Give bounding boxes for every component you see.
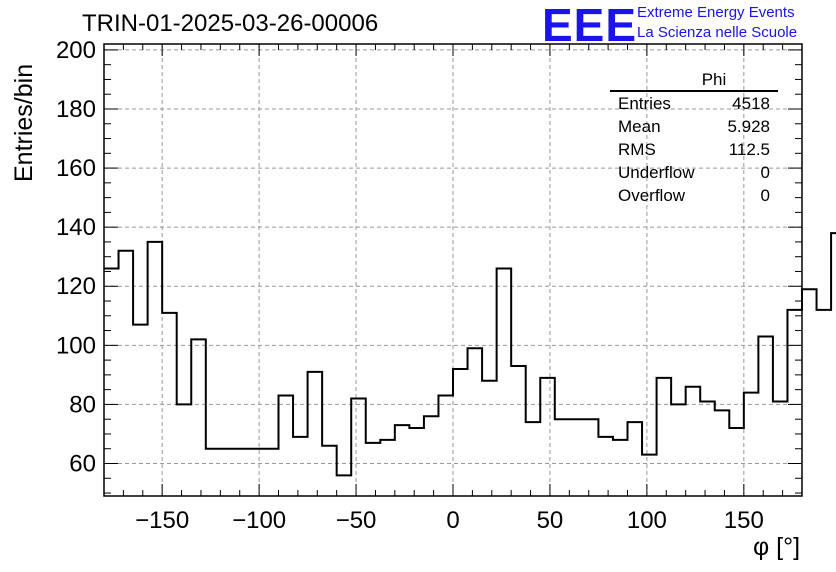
histogram-bin [104,269,119,496]
stats-value: 4518 [732,94,770,113]
logo-line-2: La Scienza nelle Scuole [637,24,798,41]
histogram-bin [758,336,773,496]
histogram-bin [569,419,584,496]
x-tick-label: 50 [537,507,564,534]
x-tick-label: 100 [627,507,667,534]
stats-value: 0 [760,186,770,205]
y-tick-label: 80 [69,391,96,418]
stats-row-rms: RMS 112.5 [610,138,778,161]
histogram-bin [293,437,308,496]
histogram-bin [744,393,759,496]
y-tick-label: 200 [56,37,96,64]
x-tick-label: 150 [724,507,764,534]
stats-value: 112.5 [728,140,770,159]
histogram-bin [787,310,802,496]
y-tick-label: 140 [56,214,96,241]
histogram-bin [177,404,192,496]
histogram-bin [468,348,483,496]
histogram-bin [598,437,613,496]
histogram-bin [191,339,206,496]
histogram-bin [511,366,526,496]
histogram-bin [686,387,701,496]
y-tick-label: 180 [56,96,96,123]
histogram-bin [497,269,512,496]
histogram-bin [671,404,686,496]
stats-row-overflow: Overflow 0 [610,184,778,207]
histogram-bin [380,440,395,496]
histogram-bin [817,310,832,496]
histogram-bin [119,251,134,496]
stats-box: Phi Entries 4518 Mean 5.928 RMS 112.5 Un… [610,70,778,207]
x-tick-label: −50 [336,507,377,534]
histogram-bin [802,289,817,496]
histogram-bin [831,233,836,496]
stats-label: RMS [618,140,656,159]
stats-row-mean: Mean 5.928 [610,115,778,138]
histogram-bin [642,455,657,496]
y-tick-label: 100 [56,332,96,359]
histogram-bin [206,449,221,496]
histogram-bin [453,369,468,496]
stats-label: Mean [618,117,661,136]
histogram-bin [409,428,424,496]
chart-title: TRIN-01-2025-03-26-00006 [82,10,379,37]
histogram-bin [337,475,352,496]
histogram-bin [249,449,264,496]
histogram-bin [133,325,148,496]
stats-value: 5.928 [727,117,770,136]
histogram-bin [729,428,744,496]
histogram-bin [613,440,628,496]
histogram-bin [773,401,788,496]
histogram-bin [279,396,294,496]
histogram-bin [322,446,337,496]
histogram-bin [540,378,555,496]
histogram-bin [264,449,279,496]
histogram-bin [438,396,453,496]
stats-label: Entries [618,94,671,113]
histogram-bin [482,381,497,496]
histogram-bin [220,449,235,496]
y-axis-label: Entries/bin [10,63,38,182]
histogram-bin [366,443,381,496]
histogram-line [104,232,836,477]
stats-label: Underflow [618,163,695,182]
x-tick-label: −100 [232,507,286,534]
histogram-bin [657,378,672,496]
x-tick-label: 0 [446,507,459,534]
histogram-bin [395,425,410,496]
y-tick-label: 120 [56,273,96,300]
histogram-bin [162,313,177,496]
stats-row-entries: Entries 4518 [610,92,778,115]
histogram-bin [351,399,366,496]
histogram-bin [526,422,541,496]
x-tick-label: −150 [135,507,189,534]
stats-title: Phi [610,70,778,92]
stats-value: 0 [760,163,770,182]
histogram-bin [235,449,250,496]
y-tick-label: 60 [69,451,96,478]
eee-logo: EEE [542,0,638,51]
y-tick-label: 160 [56,155,96,182]
histogram-bin [424,416,439,496]
stats-label: Overflow [618,186,686,205]
histogram-bin [555,419,570,496]
histogram-bin [584,419,599,496]
histogram-bin [700,401,715,496]
histogram-bin [308,372,323,496]
histogram-bin [148,242,163,496]
stats-row-underflow: Underflow 0 [610,161,778,184]
histogram-bin [628,422,643,496]
logo-line-1: Extreme Energy Events [637,4,795,21]
x-axis-label: φ [°] [753,533,801,561]
histogram-bin [715,410,730,496]
